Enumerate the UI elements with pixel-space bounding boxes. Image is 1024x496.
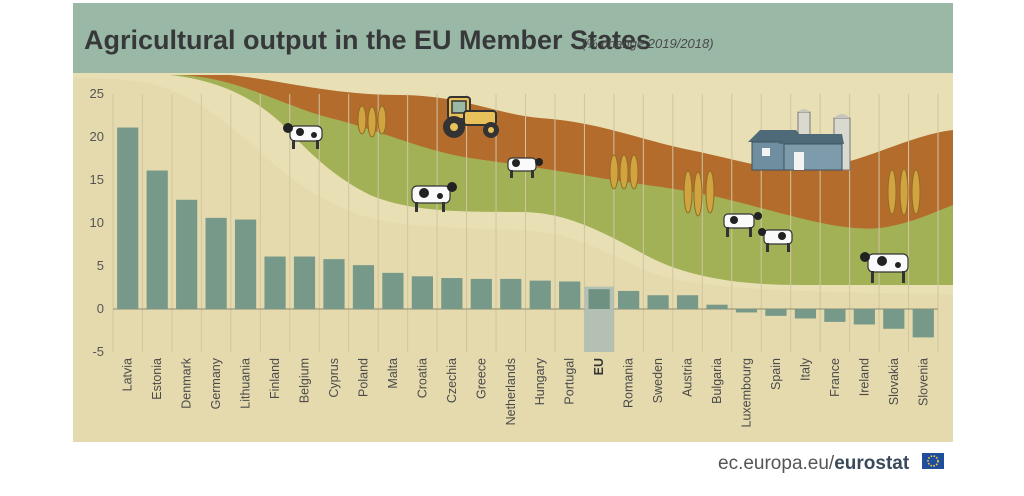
x-tick-label: Italy	[798, 357, 812, 381]
bar-croatia[interactable]	[411, 276, 433, 309]
bar-eu[interactable]	[588, 289, 610, 309]
bar-sweden[interactable]	[647, 295, 669, 309]
bar-italy[interactable]	[794, 309, 817, 319]
x-tick-label: Slovenia	[916, 358, 930, 406]
y-tick-label: 25	[90, 86, 104, 101]
bar-slovenia[interactable]	[912, 309, 934, 338]
chart-subtitle: (% change 2019/2018)	[582, 36, 714, 51]
farm-icon	[748, 109, 851, 171]
footer-brand[interactable]: eurostat	[834, 453, 910, 474]
x-tick-label: Hungary	[533, 357, 547, 405]
y-tick-label: 5	[97, 258, 104, 273]
x-tick-label: Greece	[474, 358, 488, 399]
x-tick-label: Croatia	[415, 358, 429, 398]
x-tick-label: France	[828, 358, 842, 397]
x-tick-label: Sweden	[651, 358, 665, 403]
bar-austria[interactable]	[676, 295, 699, 309]
bar-greece[interactable]	[470, 278, 492, 309]
wheat-icon	[609, 154, 639, 190]
cow-icon	[860, 252, 909, 283]
y-tick-label: 10	[90, 215, 104, 230]
wheat-icon	[887, 168, 921, 216]
x-tick-label: Portugal	[563, 358, 577, 405]
bar-denmark[interactable]	[176, 199, 198, 309]
x-tick-label: Lithuania	[239, 358, 253, 409]
bar-cyprus[interactable]	[323, 259, 345, 309]
x-tick-label: Denmark	[180, 357, 194, 408]
bar-latvia[interactable]	[117, 127, 139, 309]
x-tick-label: Germany	[209, 357, 223, 409]
bar-hungary[interactable]	[529, 280, 551, 309]
x-tick-label: Malta	[386, 358, 400, 389]
bar-estonia[interactable]	[146, 170, 168, 309]
x-tick-label: Luxembourg	[739, 358, 753, 428]
footer-site-url[interactable]: ec.europa.eu/	[718, 453, 835, 474]
cow-icon	[507, 157, 543, 178]
bar-belgium[interactable]	[293, 256, 316, 309]
bar-germany[interactable]	[205, 217, 227, 309]
wheat-icon	[357, 105, 387, 138]
y-tick-labels: -5 0 5 10 15 20 25	[90, 86, 104, 359]
x-tick-label: Netherlands	[504, 358, 518, 425]
bar-slovakia[interactable]	[883, 309, 905, 329]
y-tick-label: 0	[97, 301, 104, 316]
x-tick-label: Finland	[268, 358, 282, 399]
bar-luxembourg[interactable]	[735, 309, 758, 313]
y-tick-label: 20	[90, 129, 104, 144]
x-tick-label: Poland	[356, 358, 370, 397]
bar-lithuania[interactable]	[234, 219, 257, 309]
x-tick-label: EU	[592, 358, 606, 375]
bar-ireland[interactable]	[853, 309, 875, 325]
bar-poland[interactable]	[352, 265, 375, 309]
bar-bulgaria[interactable]	[706, 304, 728, 309]
x-tick-label: Spain	[769, 358, 783, 390]
eu-flag-icon	[922, 453, 944, 469]
bar-portugal[interactable]	[559, 281, 581, 309]
y-tick-label: -5	[92, 344, 104, 359]
bar-layer	[117, 127, 934, 338]
x-tick-label: Slovakia	[887, 358, 901, 405]
x-tick-label: Belgium	[298, 358, 312, 403]
bar-france[interactable]	[824, 309, 846, 322]
chart-title: Agricultural output in the EU Member Sta…	[84, 25, 651, 55]
field-strip	[73, 78, 953, 442]
footer-site[interactable]: ec.europa.eu/eurostat	[718, 453, 910, 474]
bar-malta[interactable]	[382, 272, 404, 309]
bar-czechia[interactable]	[441, 278, 463, 309]
x-tick-label: Cyprus	[327, 358, 341, 398]
cow-icon	[758, 228, 793, 252]
bar-spain[interactable]	[765, 309, 787, 316]
cow-icon	[411, 182, 457, 212]
x-tick-label: Austria	[681, 358, 695, 397]
cow-icon	[723, 212, 762, 237]
x-tick-label: Latvia	[121, 358, 135, 391]
bar-finland[interactable]	[264, 256, 286, 309]
x-tick-label: Romania	[622, 358, 636, 408]
x-tick-label: Ireland	[857, 358, 871, 396]
cow-icon	[283, 123, 323, 149]
bar-romania[interactable]	[618, 290, 640, 309]
x-tick-label: Estonia	[150, 358, 164, 400]
x-tick-label: Bulgaria	[710, 358, 724, 404]
x-tick-label: Czechia	[445, 358, 459, 403]
x-tick-labels: Latvia Estonia Denmark Germany Lithuania Finl…	[121, 357, 931, 427]
bar-netherlands[interactable]	[500, 278, 522, 309]
wheat-icon	[683, 170, 715, 217]
y-tick-label: 15	[90, 172, 104, 187]
tractor-icon	[443, 96, 499, 138]
